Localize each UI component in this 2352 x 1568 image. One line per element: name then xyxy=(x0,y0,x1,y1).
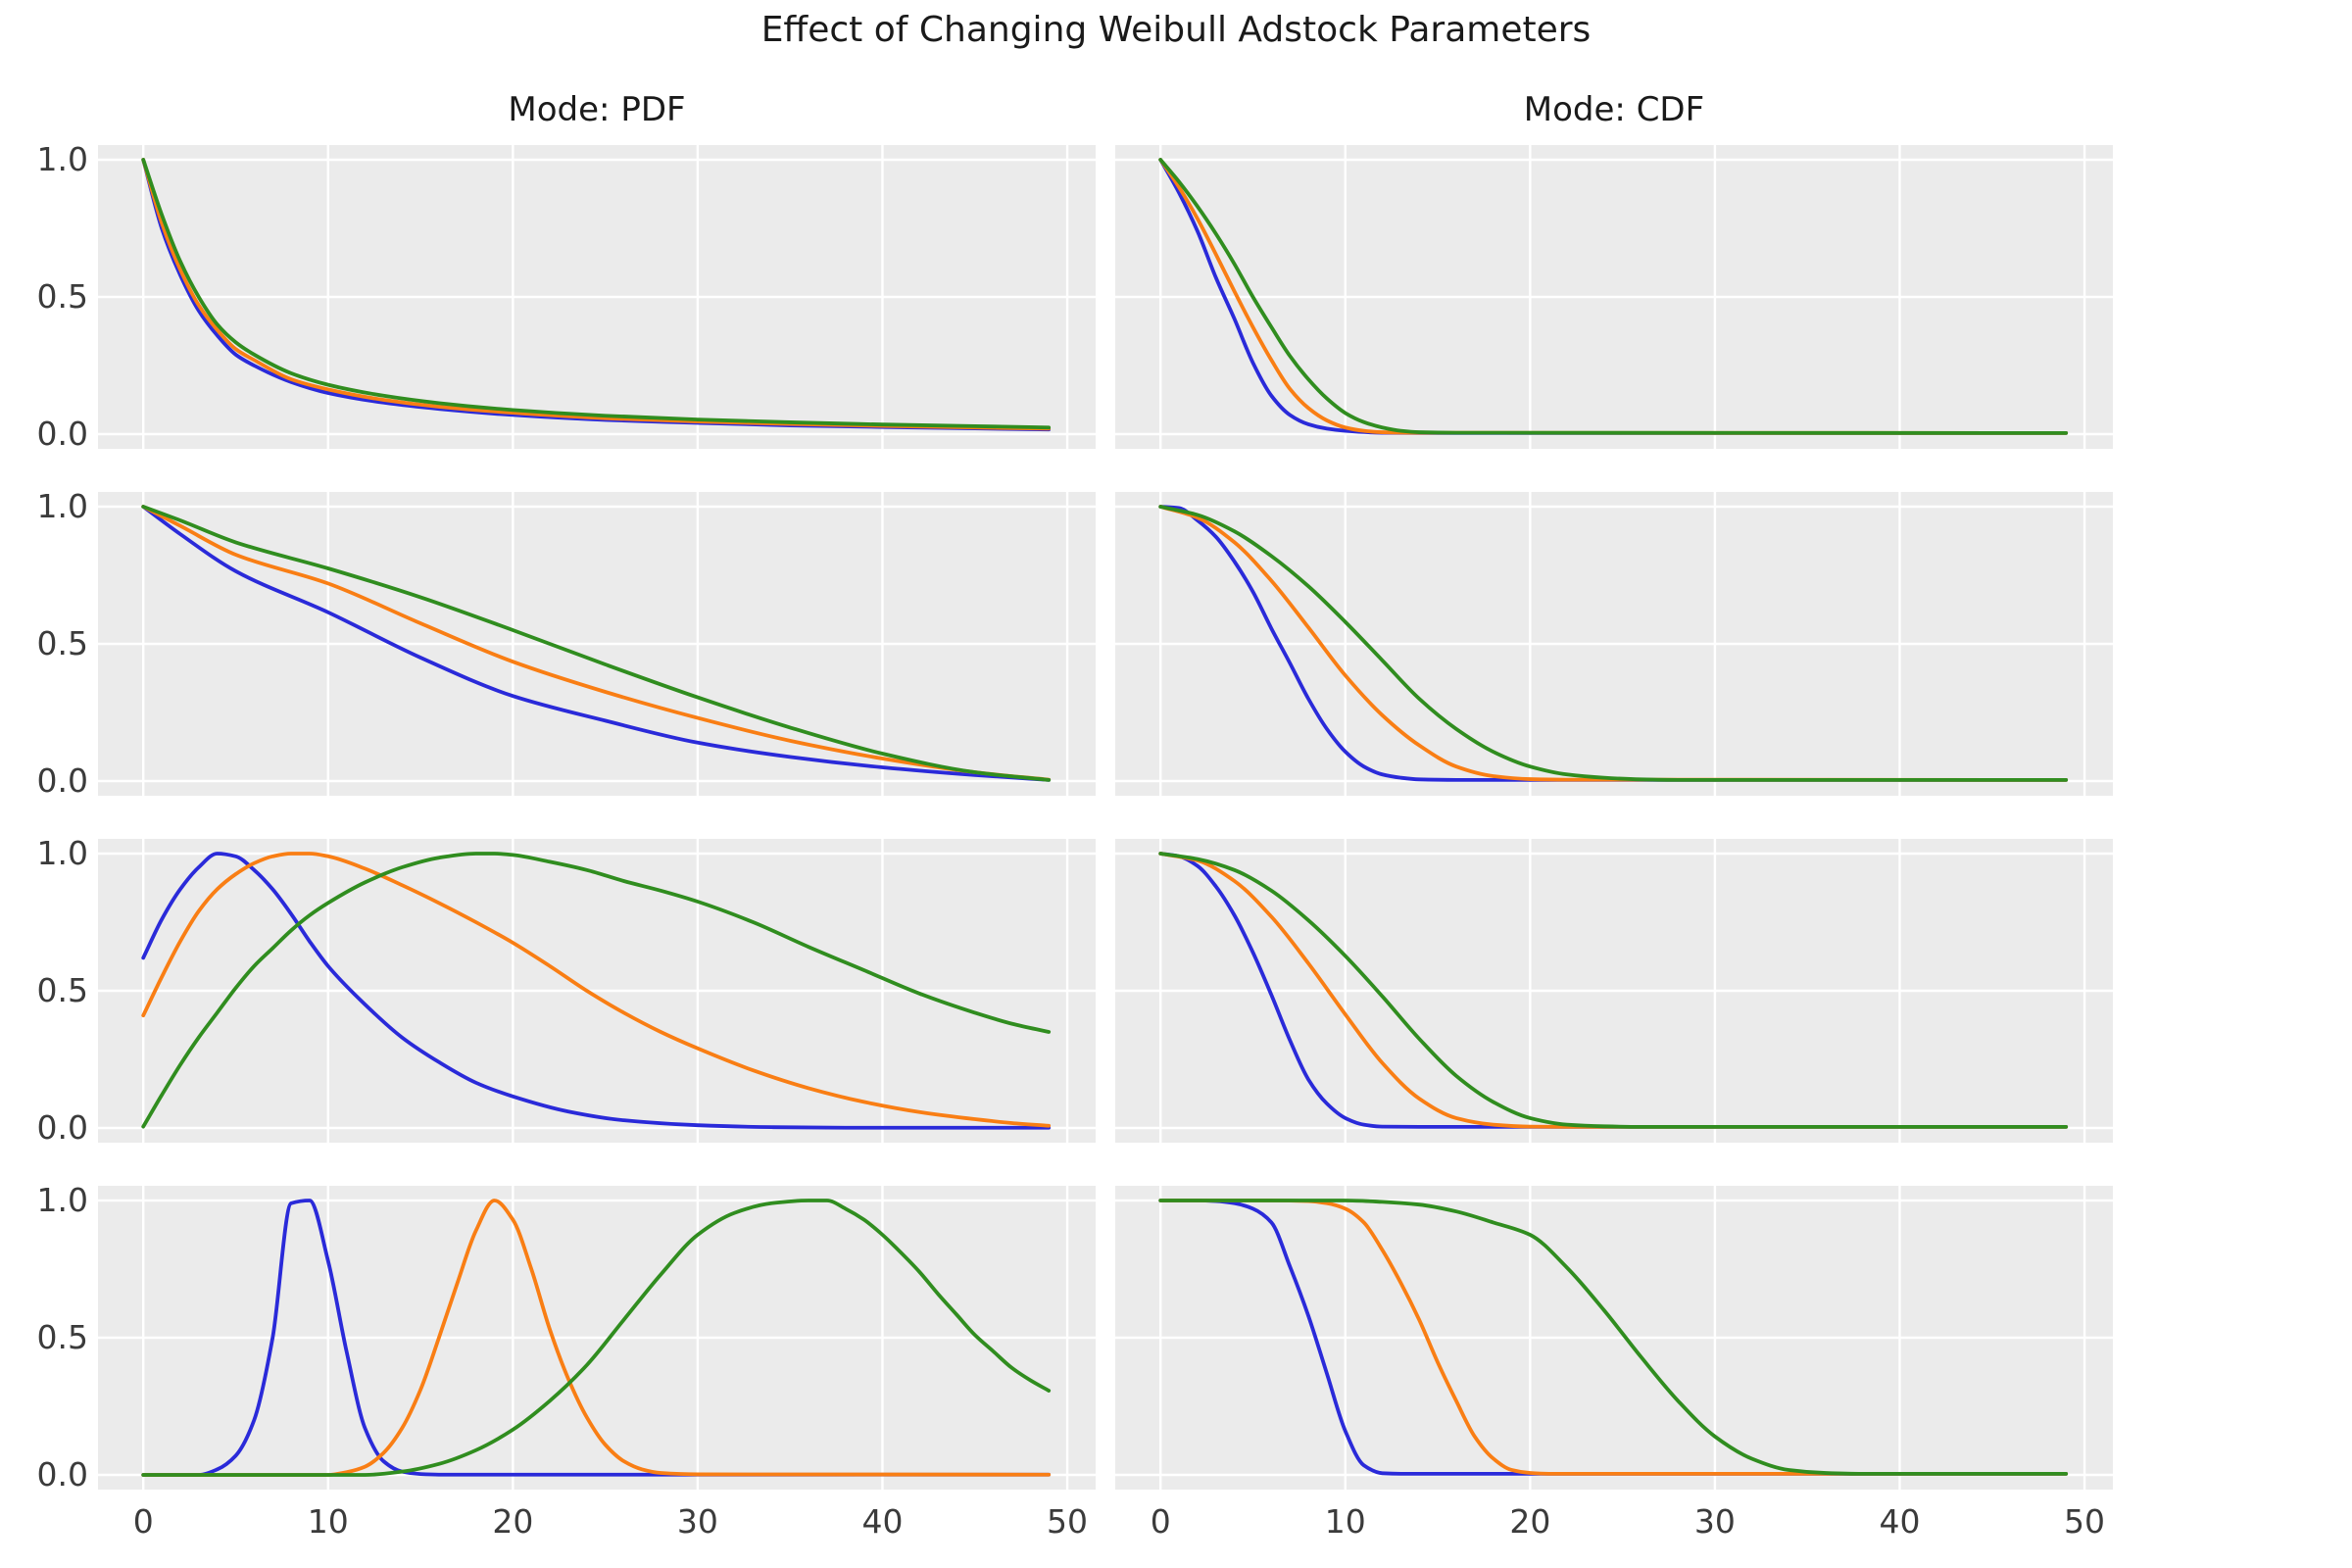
x-tick-label: 50 xyxy=(1047,1502,1089,1541)
line-series-orange xyxy=(1158,1199,2069,1476)
line-series-green xyxy=(141,158,1052,430)
line-series-blue xyxy=(141,852,1052,1130)
x-tick-label: 10 xyxy=(1324,1502,1366,1541)
plot-panel-row1-pdf xyxy=(98,145,1096,449)
line-series-orange xyxy=(141,1199,1052,1477)
plot-panel-row3-pdf xyxy=(98,839,1096,1143)
line-series-green xyxy=(141,1199,1052,1477)
x-tick-label: 40 xyxy=(1879,1502,1921,1541)
panel-row4-pdf xyxy=(98,1186,1096,1490)
y-tick-label: 1.0 xyxy=(36,834,88,872)
line-series-blue xyxy=(141,1199,1052,1477)
y-tick-label: 0.0 xyxy=(36,415,88,453)
x-tick-label: 20 xyxy=(1509,1502,1551,1541)
y-tick-label: 0.5 xyxy=(36,971,88,1009)
line-series-green xyxy=(141,505,1052,782)
y-tick-label: 1.0 xyxy=(36,1181,88,1219)
figure-title: Effect of Changing Weibull Adstock Param… xyxy=(760,10,1592,50)
y-tick-label: 0.5 xyxy=(36,277,88,316)
column-title-cdf: Mode: CDF xyxy=(1523,90,1705,129)
y-tick-label: 1.0 xyxy=(36,140,88,178)
line-series-blue xyxy=(1158,505,2069,782)
panel-row4-cdf xyxy=(1115,1186,2113,1490)
panel-row2-cdf xyxy=(1115,492,2113,796)
x-tick-label: 10 xyxy=(307,1502,349,1541)
y-tick-label: 1.0 xyxy=(36,487,88,525)
line-series-green xyxy=(1158,852,2069,1129)
plot-panel-row2-cdf xyxy=(1115,492,2113,796)
panel-row3-pdf xyxy=(98,839,1096,1143)
x-tick-label: 30 xyxy=(676,1502,718,1541)
x-tick-label: 50 xyxy=(2064,1502,2106,1541)
y-tick-label: 0.5 xyxy=(36,624,88,662)
y-tick-label: 0.0 xyxy=(36,761,88,800)
panel-row3-cdf xyxy=(1115,839,2113,1143)
column-title-pdf: Mode: PDF xyxy=(508,90,686,129)
plot-panel-row1-cdf xyxy=(1115,145,2113,449)
plot-panel-row3-cdf xyxy=(1115,839,2113,1143)
x-tick-label: 30 xyxy=(1693,1502,1736,1541)
x-tick-label: 40 xyxy=(861,1502,904,1541)
plot-panel-row2-pdf xyxy=(98,492,1096,796)
plot-panel-row4-pdf xyxy=(98,1186,1096,1490)
line-series-green xyxy=(141,852,1052,1129)
panel-row2-pdf xyxy=(98,492,1096,796)
line-series-blue xyxy=(1158,852,2069,1129)
line-series-orange xyxy=(1158,505,2069,782)
y-tick-label: 0.0 xyxy=(36,1108,88,1147)
plot-panel-row4-cdf xyxy=(1115,1186,2113,1490)
y-tick-label: 0.0 xyxy=(36,1455,88,1494)
line-series-green xyxy=(1158,158,2069,435)
line-series-blue xyxy=(141,505,1052,782)
line-series-orange xyxy=(141,852,1052,1128)
line-series-green xyxy=(1158,1199,2069,1476)
x-tick-label: 20 xyxy=(492,1502,534,1541)
line-series-orange xyxy=(141,505,1052,782)
line-series-green xyxy=(1158,505,2069,782)
panel-row1-pdf xyxy=(98,145,1096,449)
y-tick-label: 0.5 xyxy=(36,1318,88,1356)
x-tick-label: 0 xyxy=(1150,1502,1171,1541)
x-tick-label: 0 xyxy=(132,1502,154,1541)
panel-row1-cdf xyxy=(1115,145,2113,449)
